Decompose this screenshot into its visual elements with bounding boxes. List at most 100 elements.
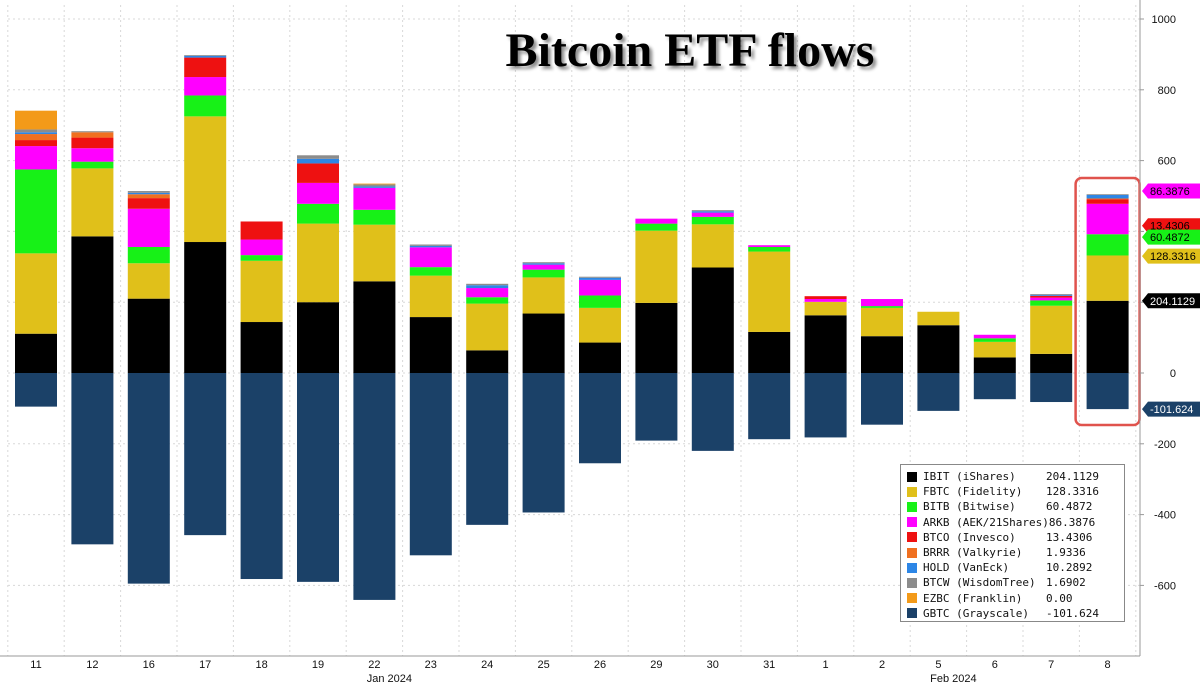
bar-fbtc-30 bbox=[691, 224, 734, 268]
bar-btcw-22 bbox=[353, 184, 396, 187]
bar-gbtc-25 bbox=[522, 373, 565, 513]
bar-gbtc-31 bbox=[748, 373, 791, 440]
x-tick-label: 23 bbox=[425, 659, 437, 671]
right-value-label-text: -101.624 bbox=[1150, 404, 1193, 416]
legend-label: BITB (Bitwise) bbox=[923, 500, 1016, 514]
x-tick-label: 30 bbox=[707, 659, 719, 671]
bar-ibit-8 bbox=[1086, 300, 1129, 373]
bar-arkb-31 bbox=[748, 245, 791, 247]
legend-value: 10.2892 bbox=[1046, 561, 1093, 575]
bar-fbtc-31 bbox=[748, 251, 791, 332]
right-value-label-bg bbox=[1142, 293, 1200, 309]
right-value-label-bg bbox=[1142, 248, 1200, 264]
legend-swatch bbox=[907, 501, 917, 512]
legend-swatch bbox=[907, 517, 917, 528]
bar-ibit-17 bbox=[184, 242, 227, 373]
x-tick-label: 5 bbox=[935, 659, 941, 671]
bar-bitb-19 bbox=[297, 203, 339, 224]
bar-hold-16 bbox=[127, 192, 170, 195]
month-label: Jan 2024 bbox=[367, 673, 412, 685]
legend-item: EZBC (Franklin) 0.00 bbox=[907, 591, 1120, 606]
month-labels: Jan 2024 Feb 2024 bbox=[367, 673, 977, 685]
legend-item: BTCW (WisdomTree) 1.6902 bbox=[907, 575, 1120, 590]
bar-bitb-18 bbox=[240, 255, 283, 261]
bar-gbtc-18 bbox=[240, 373, 283, 580]
right-value-label-text: 86.3876 bbox=[1150, 186, 1190, 198]
bar-btco-1 bbox=[804, 296, 847, 300]
bar-gbtc-5 bbox=[917, 373, 960, 411]
legend-swatch bbox=[907, 471, 917, 482]
bar-fbtc-11 bbox=[15, 253, 57, 334]
bar-arkb-24 bbox=[466, 288, 509, 298]
bar-gbtc-16 bbox=[127, 373, 170, 584]
bar-btcw-30 bbox=[691, 210, 734, 212]
bar-fbtc-23 bbox=[409, 275, 452, 318]
legend-value: -101.624 bbox=[1046, 606, 1099, 620]
bar-gbtc-2 bbox=[861, 373, 903, 425]
bar-fbtc-17 bbox=[184, 116, 227, 243]
bar-hold-22 bbox=[353, 186, 396, 188]
bar-gbtc-7 bbox=[1030, 373, 1073, 403]
x-tick-label: 1 bbox=[823, 659, 829, 671]
bar-gbtc-19 bbox=[297, 373, 339, 582]
legend-label: HOLD (VanEck) bbox=[923, 561, 1010, 575]
bar-fbtc-1 bbox=[804, 301, 847, 316]
bar-bitb-26 bbox=[579, 295, 621, 308]
bar-gbtc-24 bbox=[466, 373, 509, 525]
bar-gbtc-29 bbox=[635, 373, 678, 441]
bar-gbtc-12 bbox=[71, 373, 114, 545]
right-value-labels: 86.387613.430660.4872128.3316204.1129-10… bbox=[1142, 183, 1200, 417]
bar-fbtc-7 bbox=[1030, 305, 1073, 354]
legend-item: BITB (Bitwise) 60.4872 bbox=[907, 499, 1120, 514]
bar-ibit-6 bbox=[973, 357, 1016, 373]
bar-gbtc-8 bbox=[1086, 373, 1129, 410]
right-value-label-bg bbox=[1142, 218, 1200, 234]
bar-btco-8 bbox=[1086, 199, 1129, 204]
legend-swatch bbox=[907, 486, 917, 497]
x-tick-label: 29 bbox=[650, 659, 662, 671]
bar-arkb-6 bbox=[973, 334, 1016, 339]
x-tick-label: 12 bbox=[86, 659, 98, 671]
y-tick-label: 800 bbox=[1158, 85, 1176, 97]
x-tick-labels: 11 12 16 17 18 19 22 23 24 25 26 29 30 31 1 2 5 6 7 8 bbox=[30, 659, 1110, 671]
bar-hold-11 bbox=[15, 132, 57, 135]
month-label: Feb 2024 bbox=[930, 673, 976, 685]
bar-bitb-11 bbox=[15, 169, 57, 254]
bar-ibit-2 bbox=[861, 336, 903, 373]
bar-ezbc-11 bbox=[15, 110, 57, 130]
x-tick-label: 25 bbox=[537, 659, 549, 671]
bar-ibit-31 bbox=[748, 331, 791, 373]
bar-bitb-25 bbox=[522, 269, 565, 278]
legend: IBIT (iShares) 204.1129 FBTC (Fidelity) 128… bbox=[900, 464, 1125, 622]
bar-btcw-26 bbox=[579, 276, 621, 278]
right-value-label-text: 60.4872 bbox=[1150, 232, 1190, 244]
bar-fbtc-16 bbox=[127, 263, 170, 299]
right-value-label: 204.1129 bbox=[1142, 293, 1200, 309]
bar-arkb-18 bbox=[240, 239, 283, 256]
bar-bitb-22 bbox=[353, 209, 396, 225]
bar-btcw-17 bbox=[184, 55, 227, 56]
bar-bitb-16 bbox=[127, 246, 170, 264]
y-tick-label: -200 bbox=[1154, 439, 1176, 451]
bar-gbtc-26 bbox=[579, 373, 621, 464]
legend-item: BRRR (Valkyrie) 1.9336 bbox=[907, 545, 1120, 560]
bar-ibit-19 bbox=[297, 302, 339, 373]
right-value-label: -101.624 bbox=[1142, 401, 1200, 417]
legend-value: 13.4306 bbox=[1046, 530, 1093, 544]
bar-ibit-26 bbox=[579, 342, 621, 373]
right-value-label-bg bbox=[1142, 183, 1200, 199]
y-tick-label: -400 bbox=[1154, 510, 1176, 522]
bar-ibit-25 bbox=[522, 313, 565, 373]
bar-hold-30 bbox=[691, 211, 734, 213]
bar-arkb-12 bbox=[71, 148, 114, 162]
x-tick-label: 24 bbox=[481, 659, 493, 671]
legend-item: GBTC (Grayscale) -101.624 bbox=[907, 606, 1120, 621]
bar-ibit-22 bbox=[353, 281, 396, 373]
bar-arkb-29 bbox=[635, 218, 678, 224]
bar-fbtc-5 bbox=[917, 311, 960, 326]
bar-bitb-6 bbox=[973, 338, 1016, 342]
legend-swatch bbox=[907, 532, 917, 543]
bar-btco-16 bbox=[127, 198, 170, 209]
bar-arkb-25 bbox=[522, 264, 565, 270]
bar-arkb-23 bbox=[409, 247, 452, 268]
